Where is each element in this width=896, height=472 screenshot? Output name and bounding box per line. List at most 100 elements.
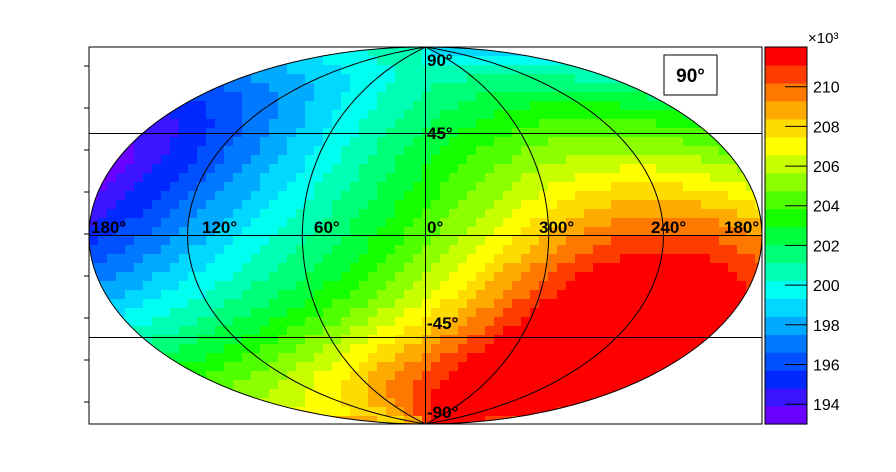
heatmap-cell	[485, 65, 495, 75]
heatmap-cell	[395, 56, 405, 66]
heatmap-cell	[467, 65, 477, 75]
heatmap-cell	[611, 371, 621, 381]
heatmap-cell	[143, 308, 153, 318]
heatmap-cell	[278, 263, 288, 273]
heatmap-cell	[620, 371, 630, 381]
heatmap-cell	[449, 254, 459, 264]
heatmap-cell	[152, 209, 162, 219]
heatmap-cell	[584, 200, 594, 210]
heatmap-cell	[341, 74, 351, 84]
heatmap-cell	[440, 362, 450, 372]
heatmap-cell	[377, 317, 387, 327]
heatmap-cell	[314, 407, 324, 417]
heatmap-cell	[377, 371, 387, 381]
heatmap-cell	[350, 380, 360, 390]
heatmap-cell	[314, 326, 324, 336]
heatmap-cell	[179, 353, 189, 363]
heatmap-cell	[701, 308, 711, 318]
heatmap-cell	[521, 398, 531, 408]
heatmap-cell	[278, 218, 288, 228]
heatmap-cell	[431, 380, 441, 390]
heatmap-cell	[602, 371, 612, 381]
heatmap-cell	[323, 317, 333, 327]
heatmap-cell	[332, 128, 342, 138]
heatmap-cell	[323, 182, 333, 192]
heatmap-cell	[584, 227, 594, 237]
heatmap-cell	[197, 119, 207, 129]
heatmap-cell	[395, 227, 405, 237]
heatmap-cell	[314, 173, 324, 183]
heatmap-cell	[170, 191, 180, 201]
heatmap-cell	[413, 299, 423, 309]
heatmap-cell	[602, 182, 612, 192]
heatmap-cell	[269, 119, 279, 129]
colorbar-segment	[765, 154, 807, 174]
heatmap-cell	[341, 101, 351, 111]
heatmap-cell	[359, 146, 369, 156]
heatmap-cell	[296, 326, 306, 336]
heatmap-cell	[224, 191, 234, 201]
heatmap-cell	[746, 254, 756, 264]
heatmap-cell	[422, 92, 432, 102]
heatmap-cell	[188, 101, 198, 111]
heatmap-cell	[458, 380, 468, 390]
heatmap-cell	[314, 398, 324, 408]
heatmap-cell	[521, 74, 531, 84]
heatmap-cell	[629, 191, 639, 201]
heatmap-cell	[404, 299, 414, 309]
heatmap-cell	[440, 146, 450, 156]
heatmap-cell	[530, 191, 540, 201]
heatmap-cell	[593, 182, 603, 192]
heatmap-cell	[449, 209, 459, 219]
heatmap-cell	[467, 83, 477, 93]
heatmap-cell	[746, 245, 756, 255]
heatmap-cell	[593, 173, 603, 183]
heatmap-cell	[170, 326, 180, 336]
heatmap-cell	[413, 137, 423, 147]
heatmap-cell	[494, 209, 504, 219]
heatmap-cell	[386, 281, 396, 291]
heatmap-cell	[602, 344, 612, 354]
heatmap-cell	[656, 128, 666, 138]
heatmap-cell	[692, 227, 702, 237]
heatmap-cell	[548, 245, 558, 255]
heatmap-cell	[656, 101, 666, 111]
heatmap-cell	[305, 74, 315, 84]
heatmap-cell	[674, 254, 684, 264]
heatmap-cell	[440, 74, 450, 84]
heatmap-cell	[134, 137, 144, 147]
heatmap-cell	[197, 317, 207, 327]
heatmap-cell	[206, 371, 216, 381]
heatmap-cell	[116, 191, 126, 201]
heatmap-cell	[332, 155, 342, 165]
heatmap-cell	[557, 317, 567, 327]
heatmap-cell	[224, 371, 234, 381]
heatmap-cell	[350, 407, 360, 417]
heatmap-cell	[350, 155, 360, 165]
heatmap-cell	[620, 263, 630, 273]
heatmap-cell	[422, 173, 432, 183]
heatmap-cell	[233, 155, 243, 165]
heatmap-cell	[350, 362, 360, 372]
heatmap-cell	[431, 137, 441, 147]
heatmap-cell	[134, 299, 144, 309]
heatmap-cell	[620, 236, 630, 246]
heatmap-cell	[242, 110, 252, 120]
heatmap-cell	[503, 209, 513, 219]
heatmap-cell	[593, 371, 603, 381]
heatmap-cell	[638, 182, 648, 192]
heatmap-cell	[557, 218, 567, 228]
colorbar-segment	[765, 118, 807, 138]
heatmap-cell	[611, 290, 621, 300]
heatmap-cell	[161, 317, 171, 327]
heatmap-cell	[557, 344, 567, 354]
heatmap-cell	[152, 290, 162, 300]
heatmap-cell	[269, 362, 279, 372]
heatmap-cell	[278, 353, 288, 363]
heatmap-cell	[116, 227, 126, 237]
heatmap-cell	[593, 128, 603, 138]
heatmap-cell	[539, 344, 549, 354]
heatmap-cell	[125, 254, 135, 264]
heatmap-cell	[350, 83, 360, 93]
